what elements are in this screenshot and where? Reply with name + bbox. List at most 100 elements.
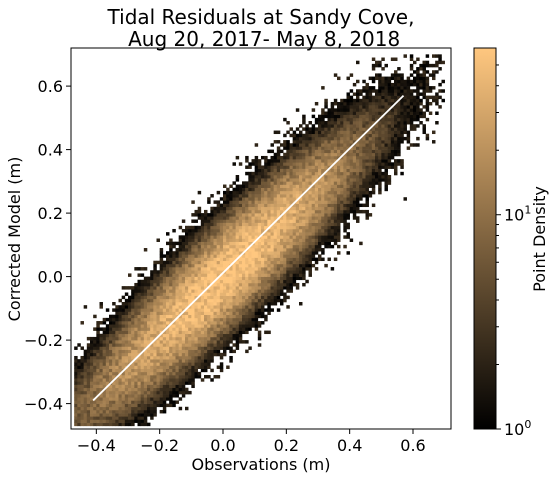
heatmap-cell bbox=[226, 324, 230, 328]
heatmap-cell bbox=[74, 394, 78, 398]
heatmap-cell bbox=[261, 286, 265, 290]
heatmap-cell bbox=[74, 406, 78, 411]
heatmap-cell bbox=[254, 260, 259, 265]
heatmap-cell bbox=[181, 314, 186, 319]
heatmap-cell bbox=[77, 362, 81, 366]
heatmap-cell bbox=[257, 302, 262, 306]
heatmap-cell bbox=[162, 400, 167, 404]
heatmap-cell bbox=[349, 187, 354, 192]
heatmap-cell bbox=[96, 419, 100, 423]
heatmap-cell bbox=[321, 146, 325, 150]
heatmap-cell bbox=[419, 63, 423, 68]
heatmap-cell bbox=[156, 321, 160, 325]
heatmap-cell bbox=[368, 178, 373, 182]
heatmap-cell bbox=[352, 181, 357, 185]
heatmap-cell bbox=[219, 324, 224, 328]
heatmap-cell bbox=[337, 105, 341, 109]
heatmap-cell bbox=[276, 298, 281, 303]
heatmap-cell bbox=[159, 403, 164, 408]
heatmap-cell bbox=[267, 168, 271, 173]
heatmap-cell bbox=[333, 127, 338, 131]
heatmap-cell bbox=[242, 317, 246, 322]
heatmap-cell bbox=[254, 327, 259, 331]
heatmap-cell bbox=[194, 333, 198, 338]
heatmap-cell bbox=[109, 317, 113, 322]
heatmap-cell bbox=[99, 359, 103, 363]
heatmap-cell bbox=[280, 292, 284, 296]
heatmap-cell bbox=[191, 273, 195, 277]
heatmap-cell bbox=[343, 178, 347, 182]
heatmap-cell bbox=[368, 121, 373, 125]
heatmap-cell bbox=[311, 152, 316, 157]
heatmap-cell bbox=[251, 222, 255, 227]
heatmap-cell bbox=[99, 333, 103, 338]
heatmap-cell bbox=[245, 263, 249, 268]
heatmap-cell bbox=[362, 168, 366, 173]
heatmap-cell bbox=[356, 194, 360, 198]
heatmap-cell bbox=[299, 187, 303, 192]
heatmap-cell bbox=[419, 114, 423, 119]
heatmap-cell bbox=[368, 190, 373, 195]
heatmap-cell bbox=[128, 298, 132, 303]
heatmap-cell bbox=[235, 333, 240, 338]
heatmap-cell bbox=[232, 308, 236, 312]
heatmap-cell bbox=[394, 108, 398, 112]
heatmap-cell bbox=[276, 257, 281, 262]
heatmap-cell bbox=[131, 311, 135, 315]
heatmap-cell bbox=[172, 349, 176, 354]
heatmap-cell bbox=[261, 184, 265, 188]
heatmap-cell bbox=[115, 381, 119, 385]
heatmap-cell bbox=[352, 149, 357, 154]
heatmap-cell bbox=[223, 289, 227, 293]
heatmap-cell bbox=[267, 149, 271, 154]
heatmap-cell bbox=[191, 311, 195, 315]
heatmap-cell bbox=[333, 175, 338, 179]
heatmap-cell bbox=[99, 422, 103, 427]
heatmap-cell bbox=[194, 241, 198, 246]
heatmap-cell bbox=[286, 168, 290, 173]
heatmap-cell bbox=[200, 302, 205, 306]
heatmap-cell bbox=[273, 286, 278, 290]
heatmap-cell bbox=[245, 171, 249, 176]
heatmap-cell bbox=[131, 406, 135, 411]
heatmap-cell bbox=[159, 400, 164, 404]
heatmap-cell bbox=[207, 235, 211, 239]
heatmap-cell bbox=[124, 314, 129, 319]
heatmap-cell bbox=[416, 117, 420, 122]
heatmap-cell bbox=[422, 76, 426, 81]
heatmap-cell bbox=[207, 228, 211, 233]
heatmap-cell bbox=[283, 206, 287, 211]
heatmap-cell bbox=[188, 225, 192, 230]
heatmap-cell bbox=[210, 327, 214, 331]
heatmap-cell bbox=[425, 133, 430, 138]
heatmap-cell bbox=[356, 121, 360, 125]
heatmap-cell bbox=[406, 117, 411, 122]
heatmap-cell bbox=[181, 311, 186, 315]
heatmap-cell bbox=[134, 352, 138, 357]
heatmap-cell bbox=[314, 155, 319, 160]
heatmap-cell bbox=[147, 295, 151, 300]
heatmap-cell bbox=[314, 194, 319, 198]
heatmap-cell bbox=[422, 105, 426, 109]
heatmap-cell bbox=[245, 327, 249, 331]
heatmap-cell bbox=[384, 187, 388, 192]
heatmap-cell bbox=[413, 70, 417, 74]
heatmap-cell bbox=[378, 133, 382, 138]
heatmap-cell bbox=[251, 235, 255, 239]
heatmap-cell bbox=[359, 98, 363, 103]
heatmap-cell bbox=[128, 375, 132, 379]
heatmap-cell bbox=[251, 298, 255, 303]
heatmap-cell bbox=[302, 175, 306, 179]
heatmap-cell bbox=[159, 327, 164, 331]
heatmap-cell bbox=[191, 381, 195, 385]
heatmap-cell bbox=[384, 152, 388, 157]
heatmap-cell bbox=[400, 86, 404, 90]
heatmap-cell bbox=[257, 159, 262, 163]
heatmap-cell bbox=[261, 225, 265, 230]
heatmap-cell bbox=[172, 321, 176, 325]
heatmap-cell bbox=[134, 406, 138, 411]
heatmap-cell bbox=[257, 279, 262, 284]
heatmap-cell bbox=[305, 175, 309, 179]
heatmap-cell bbox=[378, 175, 382, 179]
heatmap-cell bbox=[257, 282, 262, 287]
